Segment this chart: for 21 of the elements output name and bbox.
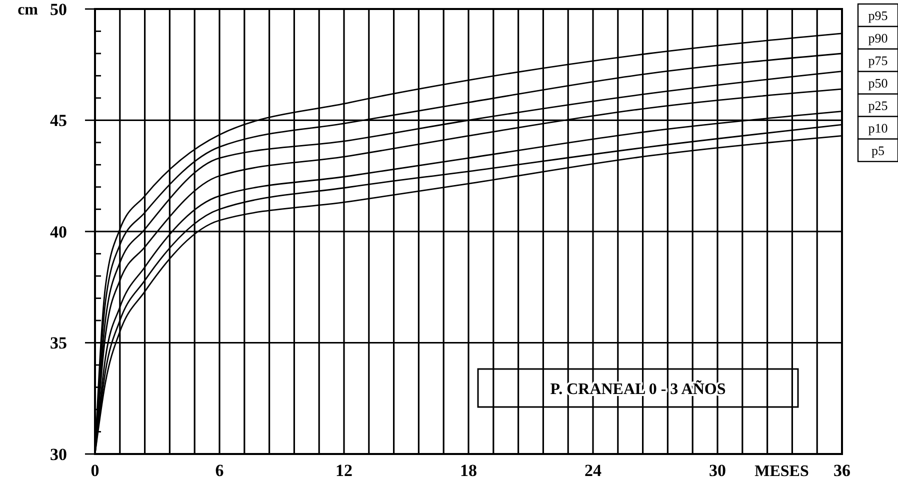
legend-label: p10: [868, 120, 888, 136]
y-tick-label: 35: [50, 334, 67, 353]
y-tick-label: 50: [50, 0, 67, 19]
x-tick-label: 12: [336, 461, 352, 480]
x-tick-label: 6: [215, 461, 224, 480]
x-axis-title: MESES: [754, 463, 809, 480]
y-axis-title: cm: [18, 2, 39, 19]
legend-label: p90: [868, 30, 888, 46]
y-tick-label: 40: [50, 222, 67, 242]
x-tick-label: 18: [460, 461, 477, 480]
x-tick-label: 36: [834, 461, 850, 480]
legend-label: p25: [868, 98, 888, 113]
x-tick-label: 0: [90, 461, 100, 480]
legend-label: p50: [868, 75, 888, 90]
legend-label: p75: [868, 52, 888, 68]
legend-label: p5: [872, 142, 884, 158]
text: p95: [868, 8, 888, 23]
x-tick-label: 24: [584, 461, 602, 480]
y-tick-label: 45: [50, 111, 67, 130]
x-tick-label: 30: [709, 461, 726, 480]
y-tick-label: 30: [50, 444, 67, 464]
